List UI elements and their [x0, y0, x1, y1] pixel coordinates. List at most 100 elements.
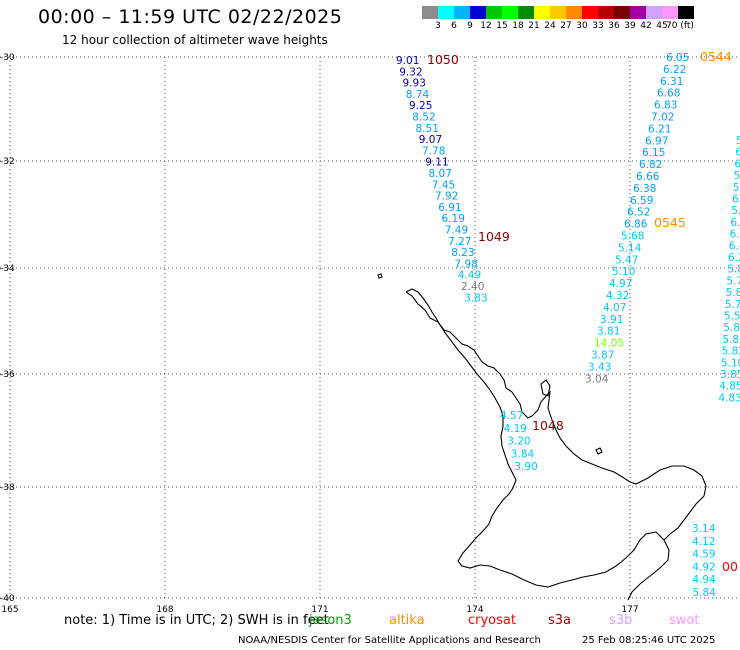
wave-height-label: 5.68 [621, 231, 644, 243]
wave-height-label: 6.38 [633, 183, 656, 195]
scale-label: 33 [592, 21, 604, 31]
wave-height-label: 6.83 [654, 100, 677, 112]
wave-height-label: 5.82 [722, 346, 740, 358]
wave-height-label: 5. [734, 170, 740, 182]
wave-height-label: 3.20 [507, 436, 530, 448]
wave-height-label: 5.76 [725, 299, 740, 311]
wave-height-label: 4.83 [718, 392, 740, 404]
wave-height-label: 6.1 [732, 194, 740, 206]
wave-height-label: 7.49 [445, 225, 468, 237]
wave-height-label: 5.70 [726, 275, 740, 287]
wave-height-label: 14.05 [594, 338, 624, 350]
pass-time-label: 1048 [532, 418, 564, 433]
lon-tick-label: 168 [156, 605, 173, 615]
pass-time-label: 0544 [700, 49, 732, 64]
satellite-legend-item: s3b [609, 613, 633, 628]
wave-height-label: 4.92 [692, 561, 715, 573]
wave-height-label: 6.19 [730, 217, 740, 229]
wave-height-label: 6.22 [663, 64, 686, 76]
scale-label: 15 [496, 21, 508, 31]
scale-label: 27 [560, 21, 572, 31]
lon-tick-label: 177 [621, 605, 638, 615]
northland-east-coast [405, 291, 533, 419]
wave-height-label: 5. [736, 135, 740, 147]
wave-height-label: 4.49 [458, 270, 481, 282]
scale-label: 21 [528, 21, 540, 31]
lon-tick-label: 174 [466, 605, 483, 615]
wave-height-label: 5.87 [723, 322, 740, 334]
satellite-legend-item: cryosat [468, 613, 516, 628]
bay-of-plenty-coast [531, 390, 707, 541]
footer-credit: NOAA/NESDIS Center for Satellite Applica… [238, 635, 541, 646]
wave-height-label: 5.47 [615, 254, 638, 266]
scale-swatch [438, 6, 454, 19]
map-title: 00:00 – 11:59 UTC 02/22/2025 [38, 6, 343, 28]
wave-height-label: 9.01 [396, 55, 419, 67]
wave-height-label: 4.07 [603, 302, 626, 314]
wave-height-label: 7.45 [432, 179, 455, 191]
wave-height-label: 9.93 [403, 78, 426, 90]
wave-height-label: 7.02 [651, 112, 674, 124]
wave-height-label: 3.84 [511, 448, 535, 460]
scale-swatch [582, 6, 598, 19]
scale-swatch [470, 6, 486, 19]
wave-height-label: 3.87 [591, 350, 614, 362]
scale-swatch [534, 6, 550, 19]
scale-label: 36 [608, 21, 620, 31]
scale-label: 42 [640, 21, 652, 31]
lon-tick-label: 171 [311, 605, 328, 615]
wave-height-label: 9.25 [409, 100, 432, 112]
wave-height-label: 6.31 [660, 76, 683, 88]
lat-tick-label: -38 [0, 483, 15, 493]
wave-height-label: 5.84 [693, 587, 717, 599]
wave-height-label: 5.10 [612, 266, 635, 278]
wave-height-label: 4.94 [692, 574, 716, 586]
note-text: note: 1) Time is in UTC; 2) SWH is in fe… [64, 613, 329, 628]
wave-height-label: 4.12 [692, 536, 715, 548]
wave-height-label: 6.68 [657, 88, 680, 100]
wave-height-label: 9.07 [419, 134, 442, 146]
pass-time-label: 1049 [478, 229, 510, 244]
scale-label: 18 [512, 21, 524, 31]
lat-tick-label: -32 [0, 157, 15, 167]
wave-height-label: 8.51 [416, 123, 439, 135]
wave-height-label: 8.23 [451, 247, 474, 259]
wave-height-label: 5.9 [731, 205, 740, 217]
lat-lon-grid: 165 168 171 174 177 -30 -32 -34 -36 -38 -40 [0, 53, 740, 615]
wave-height-label: 4.57 [500, 410, 523, 422]
scale-swatch [518, 6, 534, 19]
wave-height-label: 3.81 [597, 326, 620, 338]
scale-swatch [550, 6, 566, 19]
wave-height-label: 5.88 [727, 264, 740, 276]
scale-swatch [486, 6, 502, 19]
lat-tick-label: -36 [0, 370, 15, 380]
satellite-legend-item: altika [389, 613, 425, 628]
lon-tick-label: 165 [1, 605, 18, 615]
wave-height-label: 6.21 [648, 123, 671, 135]
north-island-west-coast [405, 288, 670, 601]
wave-height-label: 3.85 [720, 369, 740, 381]
scale-label: 3 [435, 21, 441, 31]
three-kings-islands [377, 273, 383, 279]
wave-height-label: 6. [735, 147, 740, 159]
footer-timestamp: 25 Feb 08:25:46 UTC 2025 [582, 635, 716, 646]
wave-height-label: 6.19 [442, 213, 465, 225]
scale-swatch [454, 6, 470, 19]
scale-swatch [678, 6, 694, 19]
wave-height-label: 6.91 [438, 202, 461, 214]
color-scale-labels: 3 6 9 12 15 18 21 24 27 30 33 36 39 42 45 70 (ft) [422, 21, 740, 33]
wave-height-label: 6. [734, 158, 740, 170]
scale-label: 30 [576, 21, 588, 31]
wave-height-label: 3.91 [600, 314, 623, 326]
wave-height-label: 4.85 [719, 381, 740, 393]
scale-label: 6 [451, 21, 457, 31]
new-zealand-coastline [377, 273, 707, 601]
wave-height-label: 6.97 [645, 135, 668, 147]
lat-tick-label: -30 [0, 53, 15, 63]
wave-height-label: 8.52 [412, 112, 435, 124]
scale-label: 9 [467, 21, 473, 31]
pass-time-label: 1050 [427, 52, 459, 67]
great-barrier-island [540, 379, 551, 397]
wave-height-label: 6.05 [666, 52, 689, 64]
